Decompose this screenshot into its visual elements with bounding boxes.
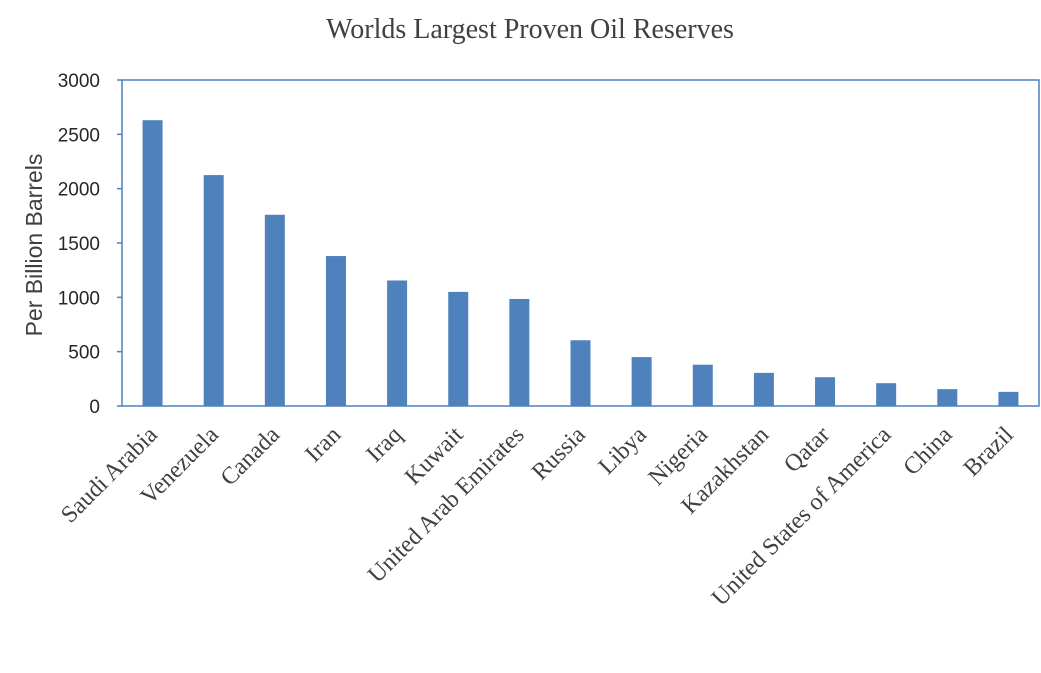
bar-nigeria <box>692 364 713 406</box>
bar-saudi-arabia <box>142 120 163 406</box>
chart-title: Worlds Largest Proven Oil Reserves <box>326 14 734 45</box>
bar-venezuela <box>203 175 224 406</box>
x-tick-label: Libya <box>594 422 652 480</box>
x-tick-label: Canada <box>216 422 286 492</box>
x-tick-label: Russia <box>527 422 591 486</box>
bar-iran <box>325 256 346 406</box>
bar-china <box>937 389 958 406</box>
y-tick-label: 2000 <box>58 180 100 201</box>
x-tick-label: Saudi Arabia <box>56 422 163 529</box>
x-tick-label: Iran <box>301 422 347 468</box>
bar-iraq <box>387 280 408 406</box>
y-tick-label: 0 <box>89 397 100 418</box>
x-tick-label: Brazil <box>959 422 1019 482</box>
bar-kuwait <box>448 291 469 406</box>
y-axis-label: Per Billion Barrels <box>21 154 47 337</box>
bar-united-states-of-america <box>876 383 897 406</box>
bar-canada <box>264 214 285 406</box>
x-tick-label: Qatar <box>779 422 835 478</box>
y-tick-label: 1500 <box>58 234 100 255</box>
y-tick-label: 2500 <box>58 125 100 146</box>
y-tick-label: 3000 <box>58 71 100 92</box>
x-tick-label: Iraq <box>362 422 408 468</box>
bar-qatar <box>815 377 836 406</box>
y-tick-label: 1000 <box>58 288 100 309</box>
bar-russia <box>570 340 591 406</box>
bar-brazil <box>998 391 1019 406</box>
y-tick-label: 500 <box>68 343 100 364</box>
x-tick-label: China <box>899 422 958 481</box>
bar-united-arab-emirates <box>509 298 530 406</box>
bar-libya <box>631 357 652 406</box>
bar-kazakhstan <box>753 372 774 406</box>
